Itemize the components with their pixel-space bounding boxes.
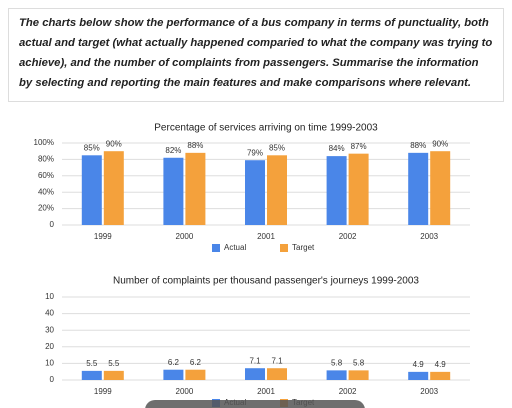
bar	[430, 371, 451, 380]
y-tick-label: 40%	[38, 187, 54, 196]
value-label: 84%	[329, 144, 345, 153]
value-label: 7.1	[271, 356, 283, 365]
y-tick-label: 40	[45, 309, 54, 318]
value-label: 7.1	[249, 356, 261, 365]
y-tick-label: 20	[45, 342, 54, 351]
chart-title: Number of complaints per thousand passen…	[113, 276, 419, 287]
y-tick-label: 0	[50, 375, 55, 384]
bar	[348, 370, 369, 380]
bar	[245, 368, 265, 380]
x-tick-label: 2001	[257, 387, 275, 396]
y-tick-label: 30	[45, 325, 54, 334]
bar	[348, 153, 369, 225]
x-tick-label: 2003	[420, 232, 438, 241]
value-label: 88%	[410, 141, 426, 150]
bar	[326, 156, 347, 225]
bar	[267, 155, 287, 225]
x-tick-label: 2002	[339, 387, 357, 396]
value-label: 79%	[247, 148, 263, 157]
y-tick-label: 20%	[38, 204, 54, 213]
value-label: 4.9	[435, 360, 447, 369]
x-tick-label: 1999	[94, 387, 112, 396]
legend-label: Actual	[224, 243, 246, 252]
legend-swatch	[212, 244, 220, 252]
bar	[103, 151, 124, 225]
y-tick-label: 0	[50, 220, 55, 229]
bar	[103, 370, 124, 380]
y-tick-label: 80%	[38, 155, 54, 164]
x-tick-label: 2000	[176, 232, 194, 241]
overlay-bar	[145, 400, 365, 408]
y-tick-label: 10	[45, 292, 54, 301]
bar	[245, 160, 265, 225]
x-tick-label: 2001	[257, 232, 275, 241]
bar	[163, 157, 184, 225]
value-label: 5.8	[331, 358, 343, 367]
legend-swatch	[280, 244, 288, 252]
bar	[408, 152, 429, 225]
value-label: 82%	[165, 146, 181, 155]
bar	[326, 370, 347, 380]
value-label: 6.2	[168, 358, 180, 367]
value-label: 5.5	[86, 359, 98, 368]
bar	[163, 369, 184, 380]
bar	[185, 369, 206, 380]
value-label: 6.2	[190, 358, 202, 367]
x-tick-label: 2002	[339, 232, 357, 241]
x-tick-label: 2003	[420, 387, 438, 396]
x-tick-label: 1999	[94, 232, 112, 241]
value-label: 4.9	[413, 360, 425, 369]
value-label: 85%	[84, 143, 100, 152]
bar	[185, 152, 206, 225]
value-label: 90%	[106, 139, 122, 148]
value-label: 5.8	[353, 358, 365, 367]
value-label: 85%	[269, 143, 285, 152]
legend-label: Target	[292, 243, 315, 252]
y-tick-label: 10	[45, 359, 54, 368]
prompt: The charts below show the performance of…	[8, 8, 504, 102]
y-tick-label: 60%	[38, 171, 54, 180]
value-label: 90%	[432, 139, 448, 148]
bar	[267, 368, 287, 380]
x-tick-label: 2000	[176, 387, 194, 396]
y-tick-label: 100%	[34, 138, 54, 147]
value-label: 88%	[187, 141, 203, 150]
chart-title: Percentage of services arriving on time …	[154, 123, 378, 134]
value-label: 87%	[351, 142, 367, 151]
value-label: 5.5	[108, 359, 120, 368]
bar	[81, 370, 102, 380]
bar	[81, 155, 102, 225]
bar	[408, 371, 429, 380]
bar	[430, 151, 451, 225]
